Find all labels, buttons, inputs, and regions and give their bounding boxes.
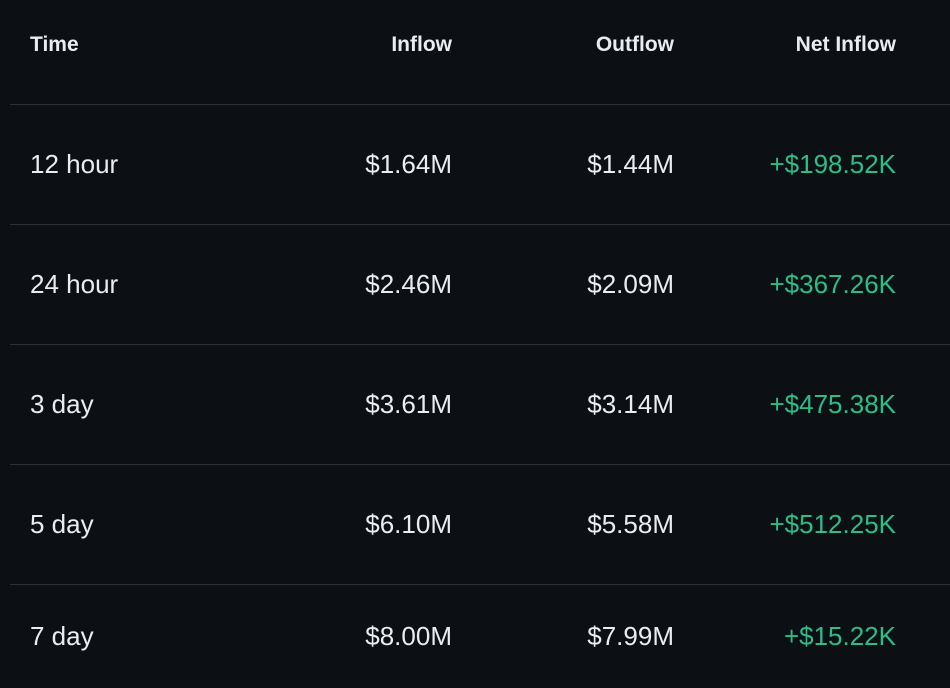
cell-time: 7 day xyxy=(30,621,94,651)
cell-outflow: $1.44M xyxy=(587,149,674,179)
cell-time: 24 hour xyxy=(30,269,119,299)
cell-inflow: $2.46M xyxy=(365,269,452,299)
header-time: Time xyxy=(30,33,79,56)
cell-inflow: $6.10M xyxy=(365,509,452,539)
cell-time: 12 hour xyxy=(30,149,119,179)
header-net-inflow: Net Inflow xyxy=(795,33,896,56)
cell-outflow: $5.58M xyxy=(587,509,674,539)
cell-outflow: $7.99M xyxy=(587,621,674,651)
cell-outflow: $3.14M xyxy=(587,389,674,419)
table-row: 3 day $3.61M $3.14M +$475.38K xyxy=(10,345,950,465)
table-row: 12 hour $1.64M $1.44M +$198.52K xyxy=(10,105,950,225)
table-row: 24 hour $2.46M $2.09M +$367.26K xyxy=(10,225,950,345)
cell-time: 3 day xyxy=(30,389,94,419)
header-outflow: Outflow xyxy=(595,33,674,56)
cell-outflow: $2.09M xyxy=(587,269,674,299)
cell-net-inflow: +$367.26K xyxy=(769,269,896,299)
header-inflow: Inflow xyxy=(391,33,452,56)
cell-time: 5 day xyxy=(30,509,94,539)
table-header: Time Inflow Outflow Net Inflow xyxy=(10,0,950,105)
cell-inflow: $8.00M xyxy=(365,621,452,651)
cell-net-inflow: +$512.25K xyxy=(769,509,896,539)
cell-inflow: $3.61M xyxy=(365,389,452,419)
cell-inflow: $1.64M xyxy=(365,149,452,179)
cell-net-inflow: +$198.52K xyxy=(769,149,896,179)
table-row: 5 day $6.10M $5.58M +$512.25K xyxy=(10,465,950,585)
table-row: 7 day $8.00M $7.99M +$15.22K xyxy=(10,585,950,688)
cell-net-inflow: +$475.38K xyxy=(769,389,896,419)
cell-net-inflow: +$15.22K xyxy=(783,621,896,651)
